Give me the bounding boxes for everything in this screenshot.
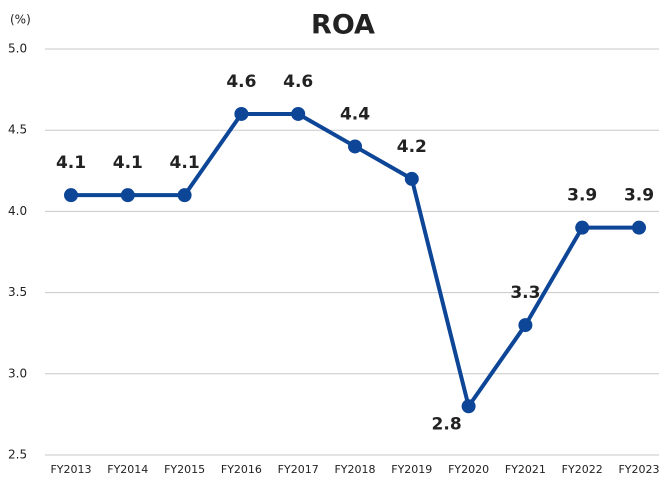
x-tick-label: FY2014 [107, 463, 148, 476]
x-tick-label: FY2018 [334, 463, 375, 476]
point [64, 188, 78, 203]
y-tick-label: 2.5 [8, 448, 27, 462]
point [120, 188, 135, 203]
y-tick-label: 3.5 [8, 285, 27, 299]
data-label: 2.8 [432, 414, 462, 434]
x-tick-label: FY2017 [278, 463, 319, 476]
point [518, 318, 533, 333]
point [291, 106, 306, 121]
x-tick-label: FY2021 [505, 463, 546, 476]
y-tick-label: 4.0 [8, 204, 27, 218]
data-label: 4.1 [170, 153, 200, 173]
data-label: 4.6 [283, 72, 313, 92]
x-tick-label: FY2022 [562, 463, 603, 476]
data-label: 3.3 [510, 283, 540, 303]
point [461, 399, 476, 414]
x-tick-label: FY2013 [50, 463, 91, 476]
data-label: 4.6 [226, 72, 256, 92]
x-tick-label: FY2016 [221, 463, 262, 476]
point [575, 220, 590, 235]
x-tick-label: FY2015 [164, 463, 205, 476]
y-tick-label: 3.0 [8, 366, 27, 380]
y-unit-label: (%) [10, 13, 31, 27]
y-tick-label: 5.0 [8, 42, 27, 56]
data-label: 4.4 [340, 104, 370, 124]
point [404, 171, 419, 186]
point [348, 139, 362, 154]
x-tick-label: FY2019 [391, 463, 432, 476]
data-label: 4.1 [113, 153, 143, 173]
data-label: 3.9 [567, 186, 597, 206]
y-tick-label: 4.5 [8, 123, 27, 137]
point [234, 106, 249, 121]
data-label: 4.2 [397, 137, 427, 157]
point [632, 220, 646, 235]
x-tick-label: FY2023 [618, 463, 659, 476]
line [71, 111, 639, 409]
data-label: 4.1 [56, 153, 86, 173]
data-label: 3.9 [624, 186, 654, 206]
point [177, 188, 192, 203]
chart-title: ROA [311, 10, 375, 41]
x-tick-label: FY2020 [448, 463, 489, 476]
